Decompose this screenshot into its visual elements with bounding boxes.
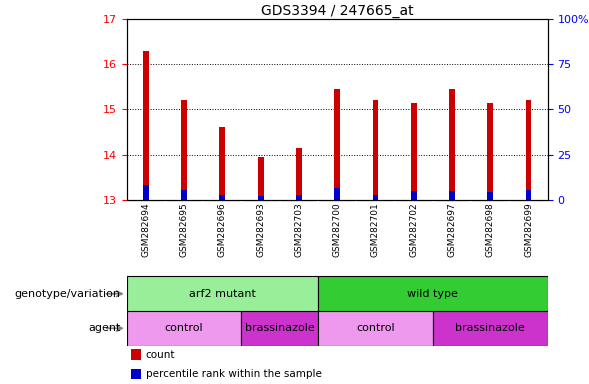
Bar [318, 311, 433, 346]
Text: wild type: wild type [408, 289, 458, 299]
Text: GSM282700: GSM282700 [333, 202, 342, 257]
Text: genotype/variation: genotype/variation [15, 289, 121, 299]
Bar [220, 127, 225, 200]
Bar [373, 195, 378, 200]
Bar [318, 276, 548, 311]
Bar [181, 190, 187, 200]
Title: GDS3394 / 247665_at: GDS3394 / 247665_at [261, 4, 413, 18]
Bar [449, 89, 455, 200]
Bar [526, 101, 531, 200]
Bar [258, 157, 263, 200]
Text: GSM282693: GSM282693 [256, 202, 265, 257]
Text: percentile rank within the sample: percentile rank within the sample [145, 369, 322, 379]
Text: GSM282696: GSM282696 [218, 202, 227, 257]
Bar [433, 311, 548, 346]
Bar [373, 101, 378, 200]
Bar [127, 276, 318, 311]
Bar [143, 51, 148, 200]
Text: arf2 mutant: arf2 mutant [189, 289, 256, 299]
Bar [526, 190, 531, 200]
Text: control: control [165, 323, 203, 333]
Bar [241, 311, 318, 346]
Bar [220, 195, 225, 200]
Bar [127, 311, 241, 346]
Bar [296, 148, 302, 200]
Bar [488, 192, 493, 200]
Text: GSM282701: GSM282701 [371, 202, 380, 257]
Text: brassinazole: brassinazole [455, 323, 525, 333]
Bar [143, 185, 148, 200]
Bar [335, 189, 340, 200]
Text: control: control [356, 323, 395, 333]
Bar [449, 191, 455, 200]
Bar [335, 89, 340, 200]
Text: GSM282702: GSM282702 [409, 202, 418, 257]
Bar [131, 369, 141, 379]
Bar [296, 195, 302, 200]
Text: GSM282697: GSM282697 [448, 202, 456, 257]
Bar [488, 103, 493, 200]
Bar [181, 101, 187, 200]
Text: brassinazole: brassinazole [245, 323, 315, 333]
Bar [411, 103, 416, 200]
Text: GSM282699: GSM282699 [524, 202, 533, 257]
Text: agent: agent [88, 323, 121, 333]
Bar [258, 196, 263, 200]
Text: GSM282698: GSM282698 [486, 202, 495, 257]
Text: GSM282694: GSM282694 [141, 202, 150, 257]
Text: count: count [145, 350, 175, 360]
Bar [411, 191, 416, 200]
Bar [131, 349, 141, 360]
Text: GSM282695: GSM282695 [180, 202, 188, 257]
Text: GSM282703: GSM282703 [294, 202, 303, 257]
